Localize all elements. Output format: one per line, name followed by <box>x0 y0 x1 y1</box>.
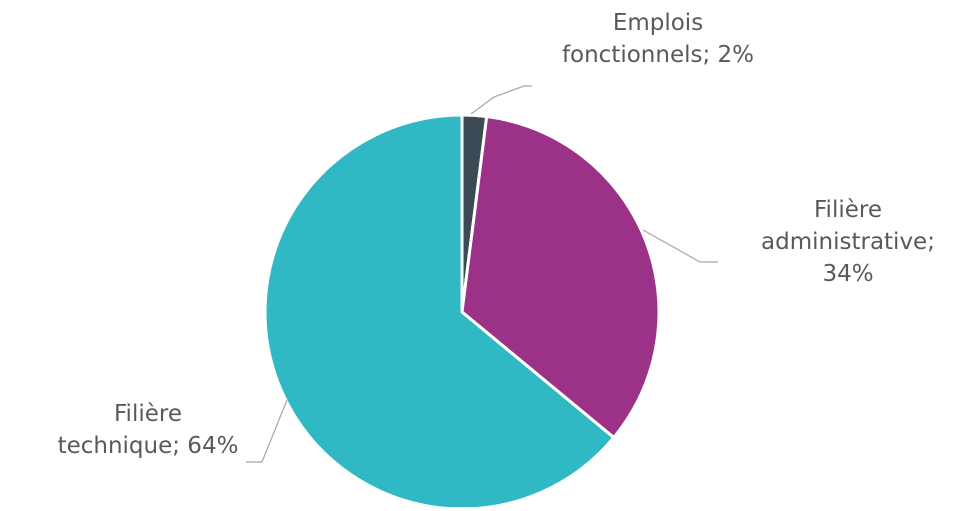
data-label-line: administrative; <box>761 229 935 255</box>
leader-line-filiere-administrative <box>642 229 718 263</box>
pie-slice-filiere-administrative <box>460 115 661 440</box>
data-labels: Emplois fonctionnels; 2% Filière administra… <box>58 10 935 459</box>
data-label-line: fonctionnels; 2% <box>562 42 754 68</box>
leader-line-filiere-technique <box>246 399 288 463</box>
data-label-line: 34% <box>822 261 873 287</box>
data-label-filiere-technique: Filière technique; 64% <box>58 401 239 459</box>
data-label-line: technique; 64% <box>58 433 239 459</box>
data-label-line: Filière <box>114 401 182 427</box>
data-label-filiere-administrative: Filière administrative; 34% <box>761 197 935 287</box>
data-label-line: Filière <box>814 197 882 223</box>
pie-slices <box>263 113 661 511</box>
data-label-emplois-fonctionnels: Emplois fonctionnels; 2% <box>562 10 754 68</box>
data-label-line: Emplois <box>613 10 703 36</box>
leader-line-emplois-fonctionnels <box>470 85 532 115</box>
leader-lines <box>246 85 718 463</box>
pie-slice-filiere-technique <box>263 113 616 511</box>
